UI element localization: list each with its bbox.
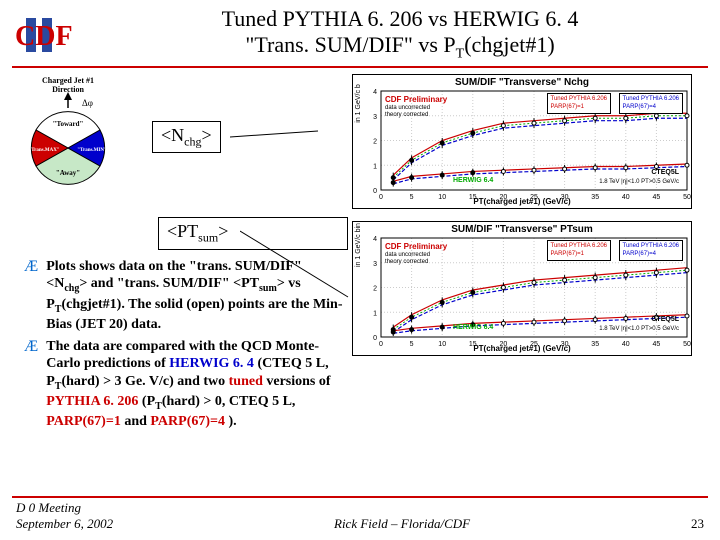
svg-text:50: 50	[683, 194, 691, 201]
bullet-icon: Æ	[24, 258, 38, 334]
svg-text:0: 0	[373, 188, 377, 195]
svg-text:45: 45	[653, 341, 661, 348]
svg-text:"Away": "Away"	[56, 169, 80, 177]
footer-center: Rick Field – Florida/CDF	[334, 516, 470, 532]
svg-text:2: 2	[373, 286, 377, 293]
svg-text:5: 5	[410, 341, 414, 348]
svg-text:40: 40	[622, 341, 630, 348]
bullet-item: Æ The data are compared with the QCD Mon…	[24, 338, 344, 431]
svg-text:35: 35	[591, 341, 599, 348]
svg-text:10: 10	[438, 341, 446, 348]
svg-text:0: 0	[373, 335, 377, 342]
svg-text:10: 10	[438, 194, 446, 201]
chart-ptsum: 0510152025303540455001234SUM/DIF "Transv…	[352, 221, 692, 356]
slide-header: CDF Tuned PYTHIA 6. 206 vs HERWIG 6. 4 "…	[0, 0, 720, 64]
toward-away-diagram: Charged Jet #1 Direction Δφ "Toward" "Aw…	[8, 74, 128, 199]
svg-text:50: 50	[683, 341, 691, 348]
svg-text:CDF: CDF	[15, 21, 73, 52]
svg-text:"Toward": "Toward"	[53, 120, 84, 128]
svg-text:"Trans.MIN": "Trans.MIN"	[77, 148, 107, 153]
bullet-icon: Æ	[24, 338, 38, 431]
svg-text:35: 35	[591, 194, 599, 201]
svg-text:0: 0	[379, 194, 383, 201]
svg-text:Δφ: Δφ	[82, 98, 93, 108]
svg-text:Charged Jet #1: Charged Jet #1	[42, 76, 94, 85]
svg-text:"Trans.MAX": "Trans.MAX"	[28, 148, 59, 153]
slide-title: Tuned PYTHIA 6. 206 vs HERWIG 6. 4	[92, 6, 708, 32]
slide-subtitle: "Trans. SUM/DIF" vs PT(chgjet#1)	[92, 32, 708, 62]
footer-left: D 0 MeetingSeptember 6, 2002	[16, 500, 113, 532]
nchg-label: <Nchg>	[152, 121, 221, 154]
svg-text:2: 2	[373, 139, 377, 146]
svg-text:5: 5	[410, 194, 414, 201]
slide-footer: D 0 MeetingSeptember 6, 2002 Rick Field …	[0, 500, 720, 532]
svg-text:45: 45	[653, 194, 661, 201]
header-divider	[12, 66, 708, 68]
chart-nchg: 0510152025303540455001234SUM/DIF "Transv…	[352, 74, 692, 209]
svg-text:0: 0	[379, 341, 383, 348]
footer-divider	[12, 496, 708, 498]
svg-text:1: 1	[373, 164, 377, 171]
page-number: 23	[691, 516, 704, 532]
svg-text:1: 1	[373, 311, 377, 318]
svg-text:40: 40	[622, 194, 630, 201]
content-area: Charged Jet #1 Direction Δφ "Toward" "Aw…	[0, 74, 720, 434]
cdf-logo: CDF	[12, 10, 92, 58]
svg-text:4: 4	[373, 89, 377, 96]
svg-text:3: 3	[373, 114, 377, 121]
svg-text:4: 4	[373, 236, 377, 243]
svg-text:3: 3	[373, 261, 377, 268]
